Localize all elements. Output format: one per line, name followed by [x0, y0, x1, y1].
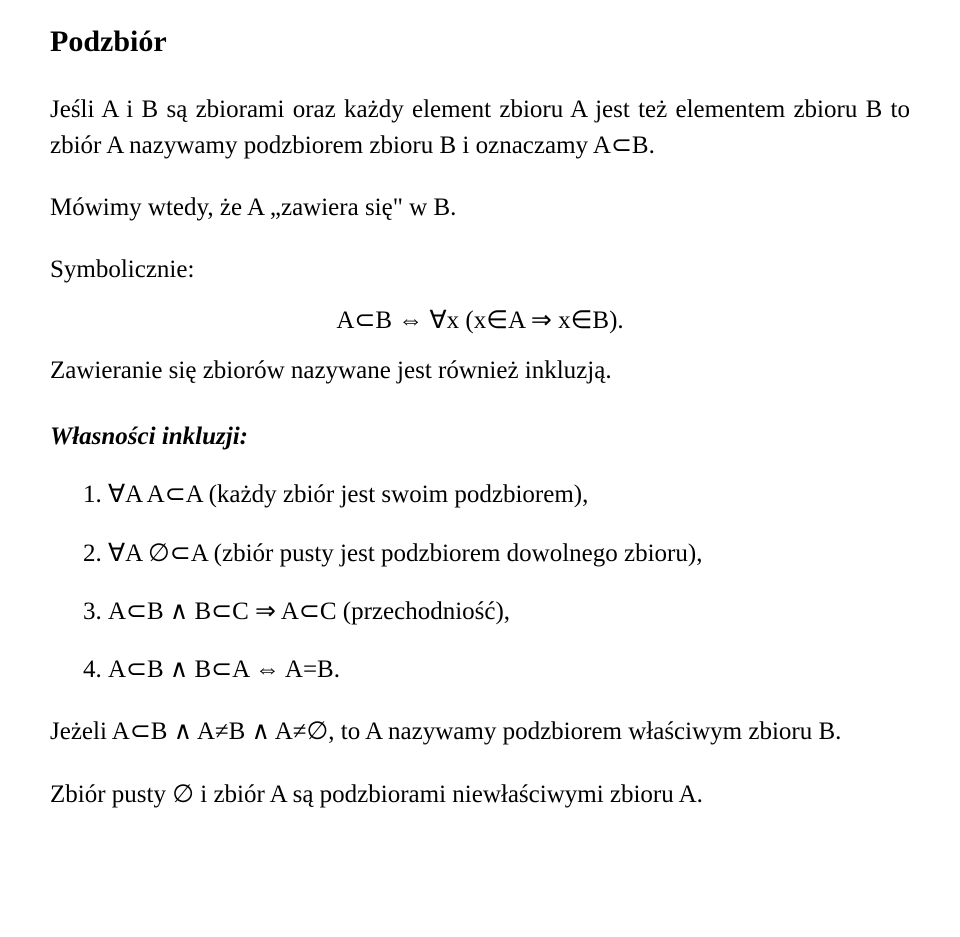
property-item: A⊂B ∧ B⊂A ⇔ A=B. [108, 652, 910, 688]
paragraph-4: Jeżeli A⊂B ∧ A≠B ∧ A≠∅, to A nazywamy po… [50, 714, 910, 750]
section-title: Podzbiór [50, 20, 910, 64]
properties-heading: Własności inkluzji: [50, 419, 910, 455]
paragraph-3: Zawieranie się zbiorów nazywane jest rów… [50, 353, 910, 389]
properties-list: ∀A A⊂A (każdy zbiór jest swoim podzbiore… [50, 477, 910, 688]
document-page: Podzbiór Jeśli A i B są zbiorami oraz ka… [0, 0, 960, 859]
paragraph-5: Zbiór pusty ∅ i zbiór A są podzbiorami n… [50, 777, 910, 813]
property-item: A⊂B ∧ B⊂C ⇒ A⊂C (przechodniość), [108, 594, 910, 630]
paragraph-2: Mówimy wtedy, że A „zawiera się" w B. [50, 190, 910, 226]
symbolically-label: Symbolicznie: [50, 252, 910, 288]
property-item: ∀A A⊂A (każdy zbiór jest swoim podzbiore… [108, 477, 910, 513]
property-item: ∀A ∅⊂A (zbiór pusty jest podzbiorem dowo… [108, 536, 910, 572]
formula-line: A⊂B ⇔ ∀x (x∈A ⇒ x∈B). [50, 303, 910, 339]
paragraph-1: Jeśli A i B są zbiorami oraz każdy eleme… [50, 92, 910, 165]
